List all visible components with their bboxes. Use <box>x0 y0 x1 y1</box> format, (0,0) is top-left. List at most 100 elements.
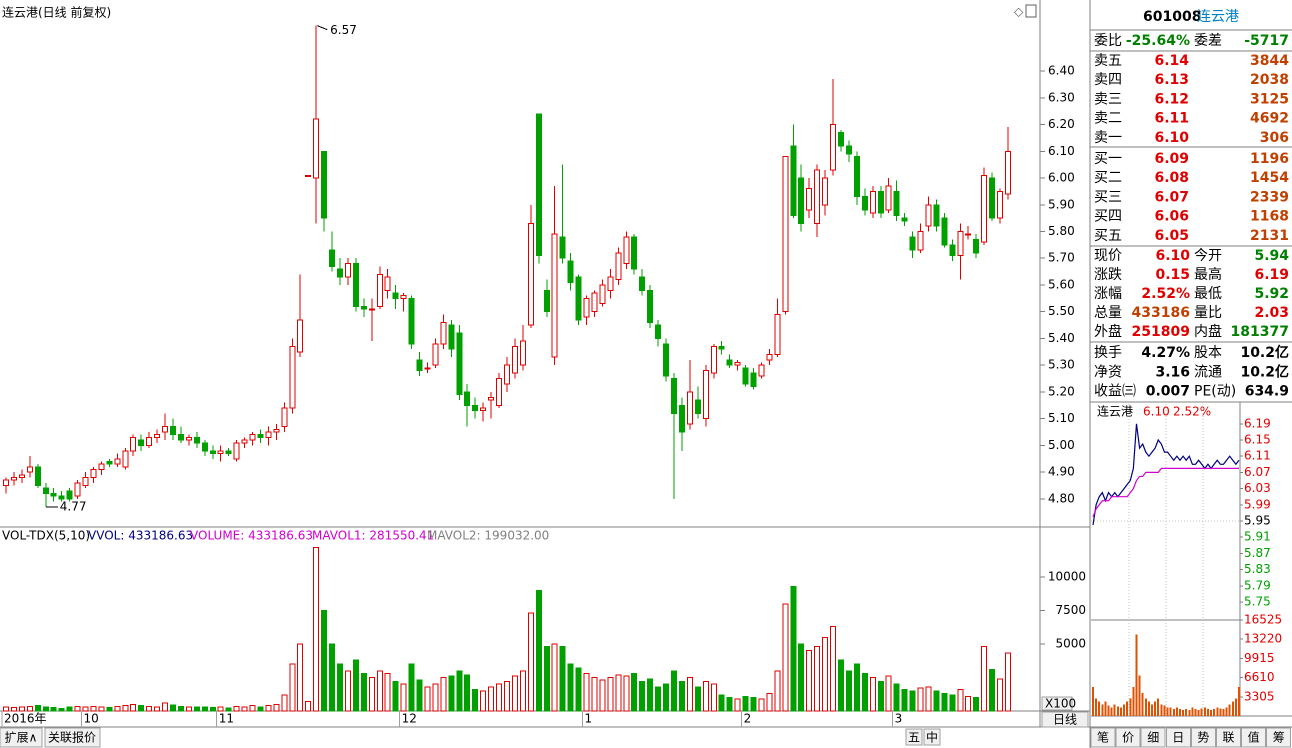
volume-bar <box>392 681 399 712</box>
volume-bar <box>241 706 248 712</box>
panel-tab-box[interactable] <box>1266 727 1292 748</box>
volume-bar <box>511 675 518 712</box>
book-price: 6.11 <box>1154 111 1189 127</box>
volume-bar <box>456 670 463 712</box>
panel-tab-box[interactable] <box>1165 727 1191 748</box>
tab[interactable]: 关联报价 <box>48 730 96 745</box>
intraday-volume-bar <box>1157 698 1160 716</box>
book-label: 买二 <box>1094 170 1122 186</box>
tab[interactable]: 日线 <box>1053 713 1077 727</box>
volume-bar <box>464 674 471 712</box>
tab-box[interactable] <box>0 727 43 748</box>
intraday-volume-bar <box>1175 707 1178 716</box>
panel-tab-box[interactable] <box>1115 727 1141 748</box>
volume-bar <box>185 706 192 712</box>
y-tick-label: 5.79 <box>1244 578 1271 592</box>
icon[interactable] <box>1025 4 1037 18</box>
quote-value: 5.92 <box>1254 286 1289 302</box>
y-tick-label: 4.80 <box>1048 491 1075 505</box>
volume-bar <box>289 663 296 712</box>
candle-body <box>193 436 200 444</box>
panel-tab-box[interactable] <box>1241 727 1267 748</box>
candle-body <box>941 217 948 246</box>
y-tick-label: 6.00 <box>1048 171 1075 185</box>
candle-body <box>217 450 224 454</box>
tab-box[interactable] <box>44 727 101 748</box>
volume-bar <box>949 694 956 712</box>
toolbar-button[interactable] <box>923 728 941 746</box>
candle-body <box>400 295 407 299</box>
candle-body <box>798 177 805 224</box>
candle-body <box>527 222 534 326</box>
y-tick-label: 5.40 <box>1048 331 1075 345</box>
volume-bar <box>352 659 359 712</box>
candle-body <box>392 292 399 299</box>
volume-bar <box>344 670 351 712</box>
y-tick-label: 5.00 <box>1048 438 1075 452</box>
candle-body <box>957 231 964 257</box>
candle-body <box>742 367 749 385</box>
volume-bar <box>710 683 717 712</box>
annotation: 6.57 <box>330 23 357 37</box>
candle-body <box>686 391 693 425</box>
quote-value: 5.94 <box>1254 248 1289 264</box>
panel-tab[interactable]: 筹 <box>1273 731 1285 745</box>
candle-body <box>758 364 765 377</box>
candle-body <box>3 479 9 487</box>
intraday-volume-bar <box>1129 698 1132 716</box>
icon[interactable]: ◇ <box>1014 5 1024 19</box>
indicator-label: VOLUME: 433186.63 <box>190 529 313 543</box>
candle-body <box>146 436 153 446</box>
y-tick-label: 5.70 <box>1048 251 1075 265</box>
candle-body <box>106 460 113 465</box>
toolbar-icon[interactable]: 中 <box>926 730 938 745</box>
quote-value: 6.10 <box>1155 248 1190 264</box>
toolbar-button[interactable] <box>905 728 923 746</box>
volume-bar <box>360 672 367 712</box>
panel-tab[interactable]: 价 <box>1122 731 1134 745</box>
intraday-volume-bar <box>1172 709 1175 716</box>
intraday-volume-bar <box>1194 709 1197 716</box>
candle-body <box>830 124 837 171</box>
candle-body <box>1005 150 1011 195</box>
panel-tab[interactable]: 日 <box>1172 731 1184 745</box>
y-tick-label: 6.30 <box>1048 90 1075 104</box>
book-price: 6.08 <box>1154 170 1189 186</box>
panel-tab[interactable]: 笔 <box>1097 730 1109 745</box>
indicator-label: MAVOL1: 281550.41 <box>312 529 434 543</box>
y-tick-label: 13220 <box>1244 632 1282 646</box>
intraday-volume-bar <box>1107 705 1110 716</box>
candle-body <box>981 174 988 243</box>
volume-bar <box>376 670 383 712</box>
panel-tab-box[interactable] <box>1090 727 1116 748</box>
candle-body <box>822 177 829 206</box>
panel-tab[interactable]: 势 <box>1197 731 1209 745</box>
volume-bar <box>384 672 391 712</box>
quote-label: 最低 <box>1194 286 1222 302</box>
panel-tab-box[interactable] <box>1216 727 1241 748</box>
quote-label: 换手 <box>1094 344 1122 361</box>
tab-box[interactable] <box>1041 711 1089 728</box>
y-tick-label: 3305 <box>1244 689 1275 703</box>
volume-bar <box>209 707 216 712</box>
panel-tab-box[interactable] <box>1190 727 1216 748</box>
candle-body <box>511 345 518 374</box>
panel-tab[interactable]: 细 <box>1147 731 1159 745</box>
book-price: 6.10 <box>1154 130 1189 146</box>
candle-body <box>34 466 41 487</box>
quote-label: PE(动) <box>1194 384 1236 400</box>
panel-tab[interactable]: 联 <box>1222 731 1234 745</box>
candle-body <box>885 185 892 211</box>
tab[interactable]: 扩展∧ <box>5 731 38 745</box>
volume-bar <box>965 695 972 712</box>
panel-tab[interactable]: 值 <box>1248 730 1260 745</box>
volume-bar <box>591 676 598 712</box>
candle-body <box>209 450 216 454</box>
volume-bar <box>400 683 407 712</box>
toolbar-icon[interactable]: 五 <box>908 731 920 745</box>
volume-bar <box>885 675 892 712</box>
panel-tab-box[interactable] <box>1140 727 1166 748</box>
volume-bar <box>623 675 630 712</box>
book-label: 卖四 <box>1094 72 1122 88</box>
volume-bar <box>798 643 805 712</box>
